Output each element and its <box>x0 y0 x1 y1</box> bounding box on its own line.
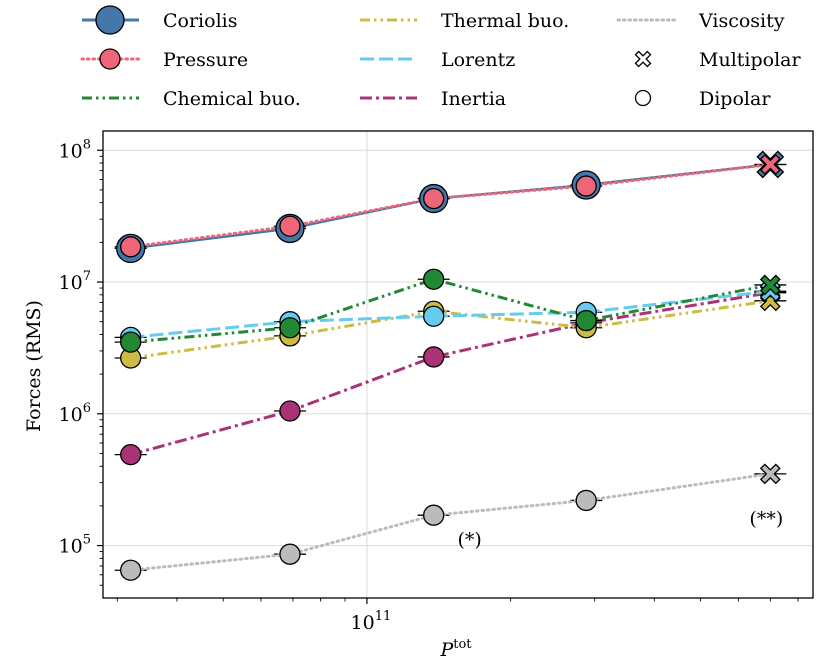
legend-marker-pressure <box>99 48 121 70</box>
annotation-label: (*) <box>458 529 482 551</box>
point-pressure-dipolar <box>575 175 597 197</box>
point-chemical-buo-dipolar <box>279 317 301 339</box>
legend-label: Multipolar <box>699 49 801 71</box>
y-tick-label: 108 <box>59 137 91 162</box>
point-viscosity-dipolar <box>575 489 597 512</box>
legend-label: Pressure <box>163 49 248 71</box>
point-chemical-buo-dipolar <box>575 309 597 332</box>
point-pressure-dipolar <box>120 236 142 258</box>
x-axis-label: Ptot <box>439 637 472 661</box>
x-axis-label-sup: tot <box>453 637 472 652</box>
x-axis-label-base: P <box>439 639 454 661</box>
axis-ticks: 105 106 107 108 1011 <box>59 137 799 634</box>
series-line-coriolis <box>130 163 771 250</box>
legend-label: Thermal buo. <box>441 10 569 32</box>
legend-label: Dipolar <box>699 88 771 110</box>
legend-marker-multipolar <box>634 50 652 68</box>
chart-markers <box>116 150 785 581</box>
chart-series <box>114 162 787 572</box>
point-viscosity-multipolar <box>759 463 781 485</box>
series-line-lorentz <box>130 289 771 339</box>
point-pressure-multipolar <box>759 154 781 175</box>
point-chemical-buo-dipolar <box>423 268 445 290</box>
series-line-pressure <box>129 162 772 249</box>
x-tick-label: 1011 <box>351 609 392 634</box>
point-chemical-buo-dipolar <box>120 331 142 353</box>
series-line-chemical-buo <box>130 277 771 344</box>
point-inertia-dipolar <box>120 443 142 466</box>
point-viscosity-dipolar <box>423 504 445 526</box>
point-viscosity-dipolar <box>279 543 301 565</box>
legend: Coriolis Pressure Chemical buo. Thermal buo… <box>80 5 801 110</box>
y-tick-label: 106 <box>59 401 91 426</box>
point-viscosity-dipolar <box>120 559 142 581</box>
legend-label: Lorentz <box>441 49 515 71</box>
legend-label: Chemical buo. <box>163 88 301 110</box>
plot-frame <box>102 130 814 599</box>
legend-marker-coriolis <box>95 5 125 35</box>
legend-label: Viscosity <box>698 10 785 32</box>
y-tick-label: 107 <box>59 269 91 294</box>
point-pressure-dipolar <box>279 215 301 237</box>
legend-label: Inertia <box>441 88 506 110</box>
grid-lines <box>103 131 813 598</box>
point-inertia-dipolar <box>279 400 301 422</box>
series-line-inertia <box>130 291 771 457</box>
legend-label: Coriolis <box>163 10 237 32</box>
legend-marker-dipolar <box>634 89 652 107</box>
y-axis-label: Forces (RMS) <box>23 300 45 432</box>
annotations: (*) (**) <box>458 508 784 551</box>
series-line-viscosity <box>129 472 772 572</box>
y-axis-title: Forces (RMS) <box>23 300 45 432</box>
point-chemical-buo-multipolar <box>759 274 781 296</box>
annotation-label: (**) <box>749 508 783 530</box>
y-tick-label: 105 <box>59 533 91 558</box>
point-lorentz-dipolar <box>423 305 445 327</box>
point-pressure-dipolar <box>423 187 445 210</box>
point-inertia-dipolar <box>423 346 445 368</box>
